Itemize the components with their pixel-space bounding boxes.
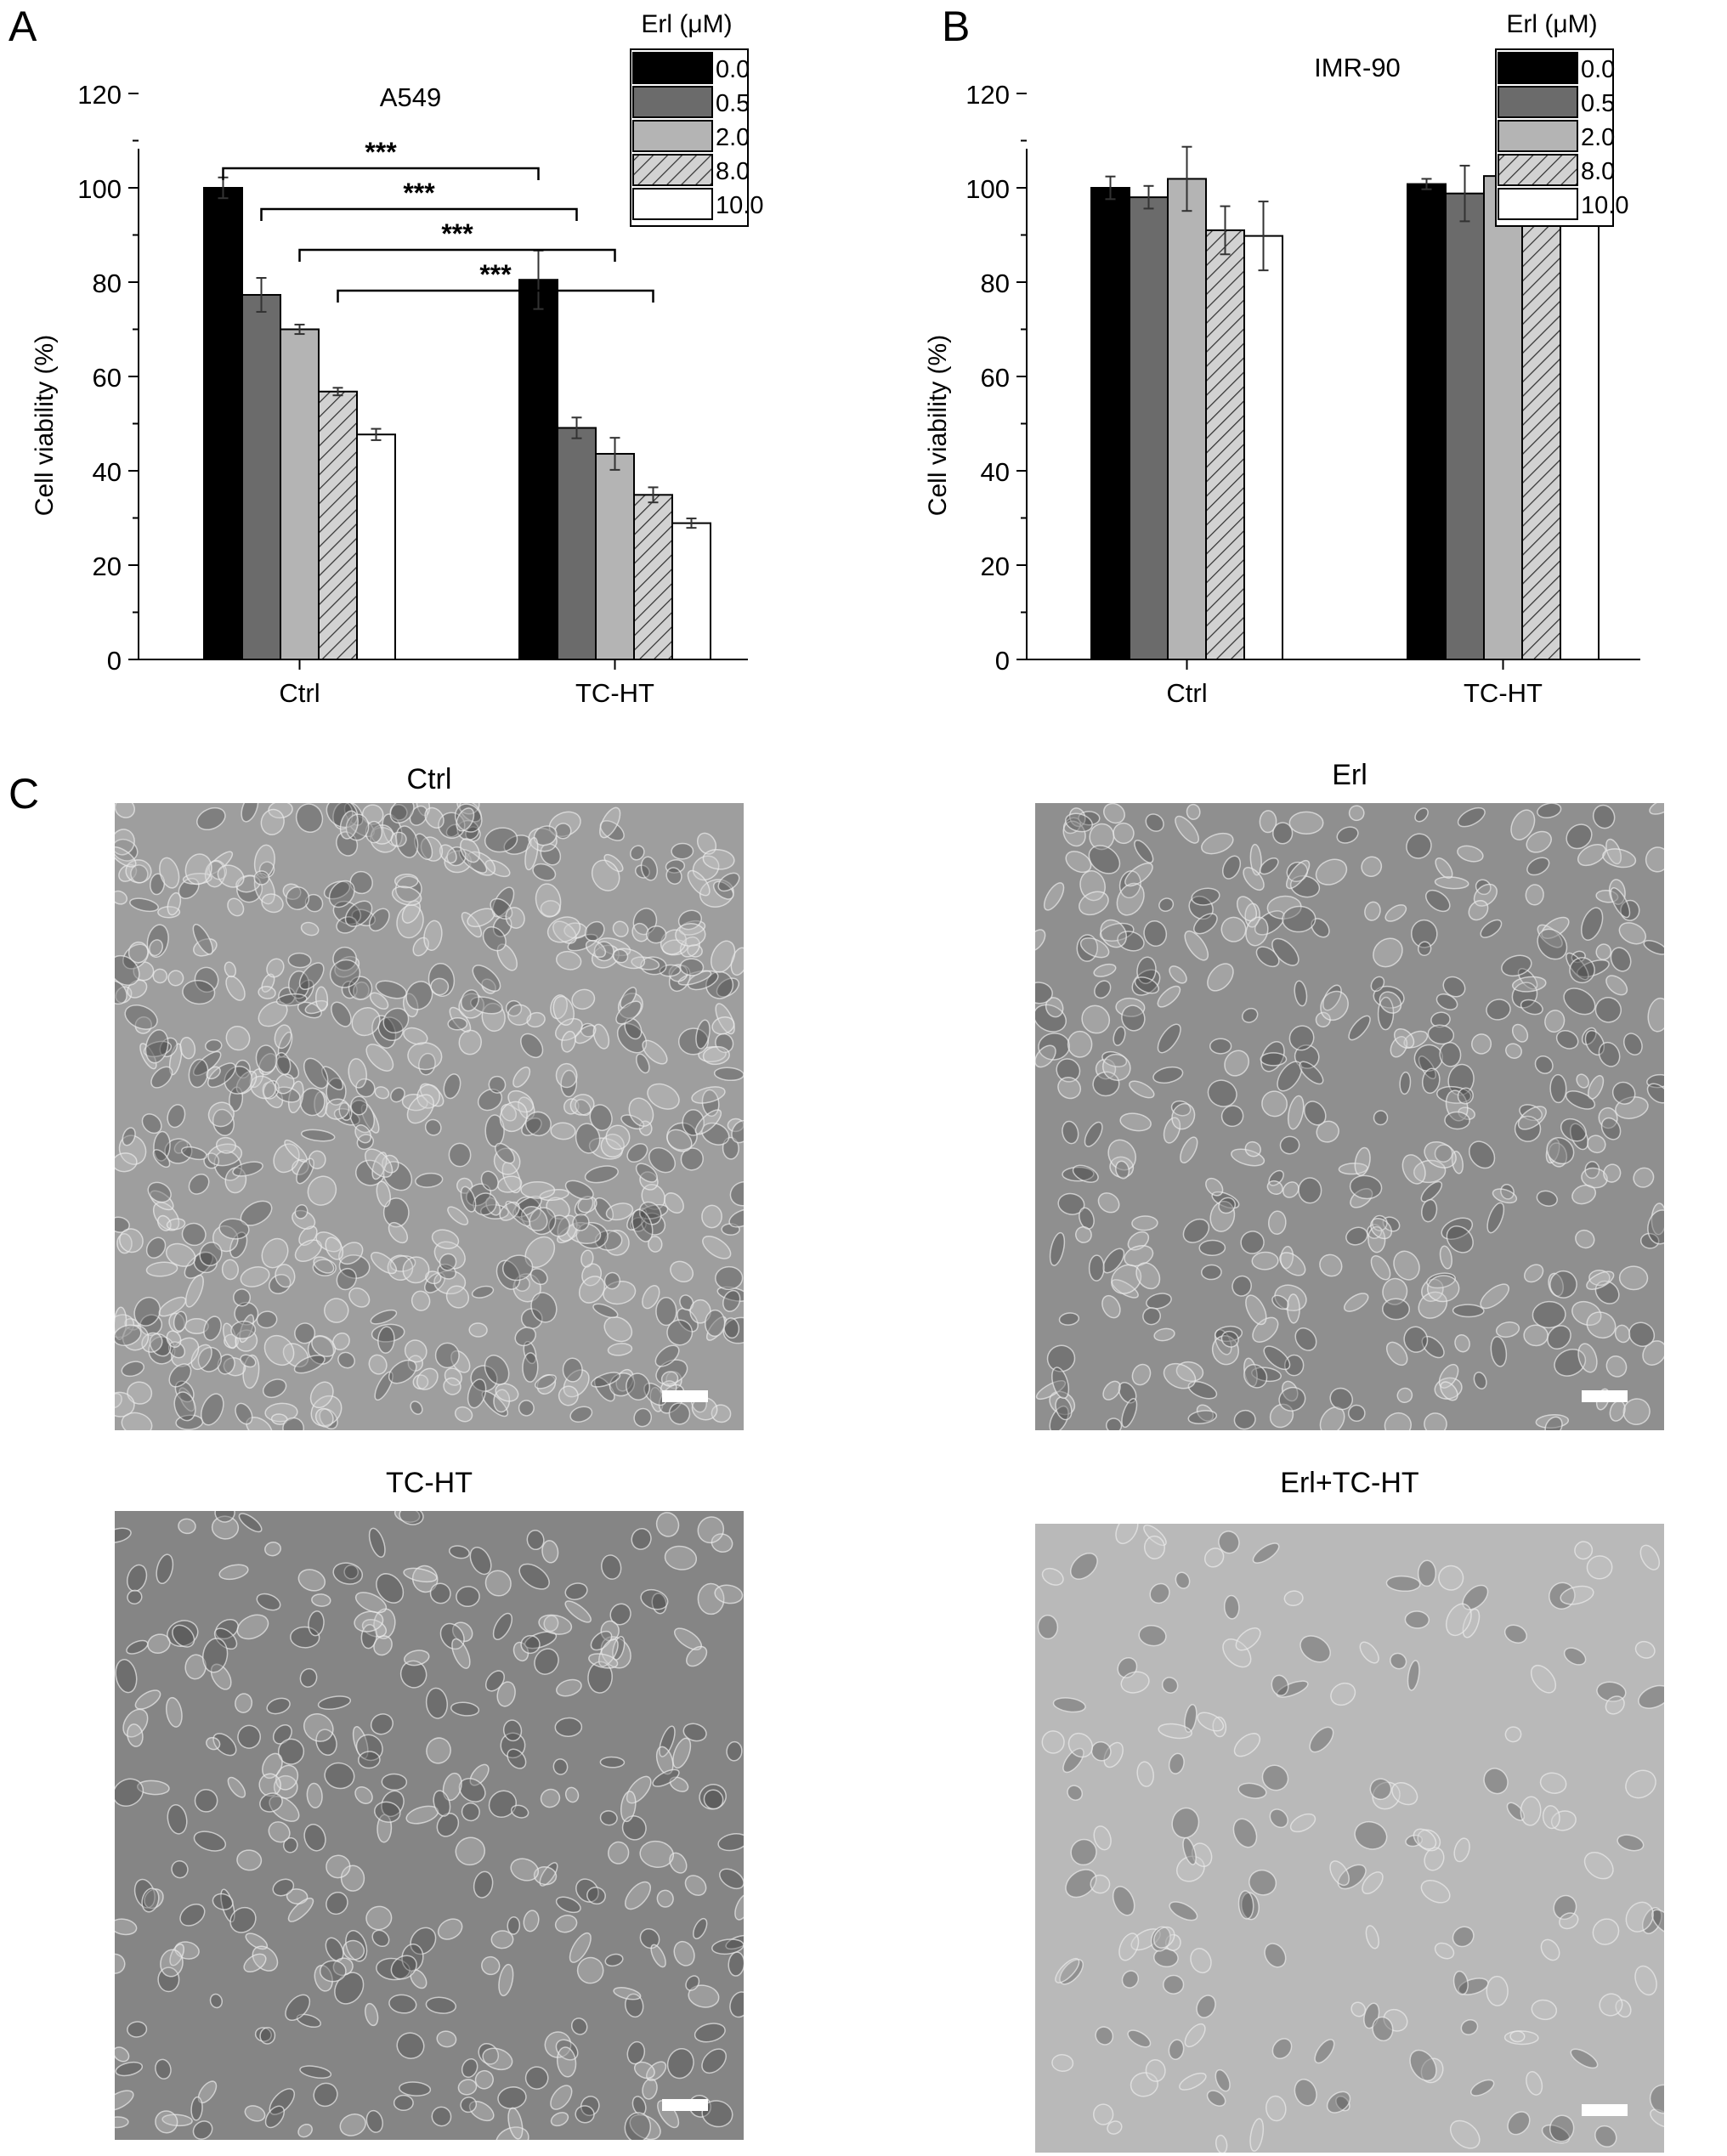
significance-label: *** bbox=[365, 137, 397, 167]
legend-swatch-0-0 bbox=[632, 52, 713, 84]
bar-2-0 bbox=[280, 328, 320, 660]
x-tick-label: Ctrl bbox=[279, 678, 320, 708]
significance-label: *** bbox=[441, 218, 473, 249]
y-tick-label: 0 bbox=[995, 646, 1010, 676]
significance-bracket bbox=[298, 248, 616, 262]
y-tick-label: 120 bbox=[77, 80, 122, 110]
bar-0-0 bbox=[203, 187, 243, 660]
legend-label: 10.0 bbox=[716, 192, 763, 219]
micrograph-erl-tc-ht bbox=[1035, 1524, 1664, 2153]
y-tick-label: 40 bbox=[93, 457, 122, 487]
y-tick-label: 20 bbox=[981, 552, 1010, 581]
micrograph-title-erl-tc-ht: Erl+TC-HT bbox=[1280, 1467, 1419, 1499]
y-tick-label: 60 bbox=[981, 363, 1010, 393]
legend-swatch-8-0 bbox=[632, 154, 713, 186]
y-axis-label: Cell viability (%) bbox=[924, 335, 952, 516]
y-tick-label: 100 bbox=[77, 174, 122, 204]
micrograph-title-tc-ht: TC-HT bbox=[386, 1467, 473, 1499]
panel-label-a: A bbox=[8, 3, 37, 50]
scale-bar bbox=[1582, 2104, 1628, 2116]
x-tick-label: TC-HT bbox=[1464, 678, 1543, 708]
legend-label: 8.0 bbox=[1581, 158, 1615, 185]
bar-8-0 bbox=[1521, 206, 1561, 660]
significance-bracket bbox=[337, 289, 654, 303]
bar-10-0 bbox=[356, 433, 396, 660]
legend-label: 0.5 bbox=[1581, 90, 1615, 117]
scale-bar bbox=[1582, 1390, 1628, 1402]
y-tick-label: 20 bbox=[93, 552, 122, 581]
x-tick-label: TC-HT bbox=[575, 678, 654, 708]
legend-label: 0.0 bbox=[1581, 56, 1615, 83]
bar-8-0 bbox=[1205, 229, 1245, 660]
cell-texture bbox=[115, 803, 744, 1430]
panel-label-c: C bbox=[8, 770, 40, 818]
bar-10-0 bbox=[671, 522, 711, 660]
cell-texture bbox=[1035, 803, 1664, 1430]
legend-swatch-0-0 bbox=[1498, 52, 1578, 84]
significance-bracket bbox=[260, 207, 578, 221]
scale-bar bbox=[662, 1390, 708, 1402]
y-axis-label: Cell viability (%) bbox=[31, 335, 59, 516]
y-tick-label: 120 bbox=[965, 80, 1010, 110]
legend-label: 0.0 bbox=[716, 56, 750, 83]
bar-10-0 bbox=[1243, 235, 1283, 660]
chart-title: IMR-90 bbox=[1314, 53, 1401, 82]
legend-label: 2.0 bbox=[716, 124, 750, 151]
micrograph-tc-ht bbox=[115, 1511, 744, 2140]
bar-8-0 bbox=[633, 494, 673, 660]
bar-10-0 bbox=[1560, 199, 1600, 660]
legend-label: 10.0 bbox=[1581, 192, 1628, 219]
significance-label: *** bbox=[479, 259, 512, 290]
bar-0-5 bbox=[1445, 192, 1485, 661]
micrograph-title-ctrl: Ctrl bbox=[406, 763, 452, 795]
bar-0-5 bbox=[241, 293, 281, 660]
chart-title: A549 bbox=[380, 82, 441, 112]
legend-title: Erl (μM) bbox=[1506, 10, 1597, 38]
cell-texture bbox=[1035, 1524, 1664, 2153]
legend-swatch-2-0 bbox=[632, 120, 713, 152]
legend-swatch-2-0 bbox=[1498, 120, 1578, 152]
bar-0-0 bbox=[1090, 187, 1130, 660]
bar-8-0 bbox=[318, 390, 358, 660]
bar-2-0 bbox=[595, 453, 635, 661]
scale-bar bbox=[662, 2099, 708, 2111]
legend-label: 0.5 bbox=[716, 90, 750, 117]
y-tick-label: 100 bbox=[965, 174, 1010, 204]
y-tick-label: 80 bbox=[93, 269, 122, 298]
micrograph-erl bbox=[1035, 803, 1664, 1430]
bar-0-0 bbox=[1407, 183, 1447, 660]
legend-label: 2.0 bbox=[1581, 124, 1615, 151]
legend-swatch-0-5 bbox=[1498, 86, 1578, 118]
legend-swatch-10-0 bbox=[1498, 188, 1578, 220]
significance-bracket bbox=[222, 167, 540, 180]
bar-0-0 bbox=[518, 279, 558, 660]
legend-label: 8.0 bbox=[716, 158, 750, 185]
y-tick-label: 60 bbox=[93, 363, 122, 393]
legend-swatch-0-5 bbox=[632, 86, 713, 118]
bar-0-5 bbox=[557, 427, 597, 660]
bar-0-5 bbox=[1129, 196, 1169, 661]
micrograph-title-erl: Erl bbox=[1332, 759, 1367, 791]
significance-label: *** bbox=[403, 178, 435, 208]
legend-swatch-8-0 bbox=[1498, 154, 1578, 186]
legend-swatch-10-0 bbox=[632, 188, 713, 220]
y-tick-label: 0 bbox=[107, 646, 122, 676]
y-tick-label: 40 bbox=[981, 457, 1010, 487]
y-tick-label: 80 bbox=[981, 269, 1010, 298]
cell-texture bbox=[115, 1511, 744, 2140]
bar-charts: 0 20 40 60 80 100 120 Cell viability (%) A549 Ctr… bbox=[31, 10, 1640, 708]
micrograph-ctrl bbox=[115, 803, 744, 1430]
x-tick-label: Ctrl bbox=[1166, 678, 1207, 708]
bar-2-0 bbox=[1167, 178, 1207, 660]
bar-2-0 bbox=[1483, 175, 1523, 660]
legend-title: Erl (μM) bbox=[641, 10, 732, 38]
panel-label-b: B bbox=[942, 3, 971, 50]
